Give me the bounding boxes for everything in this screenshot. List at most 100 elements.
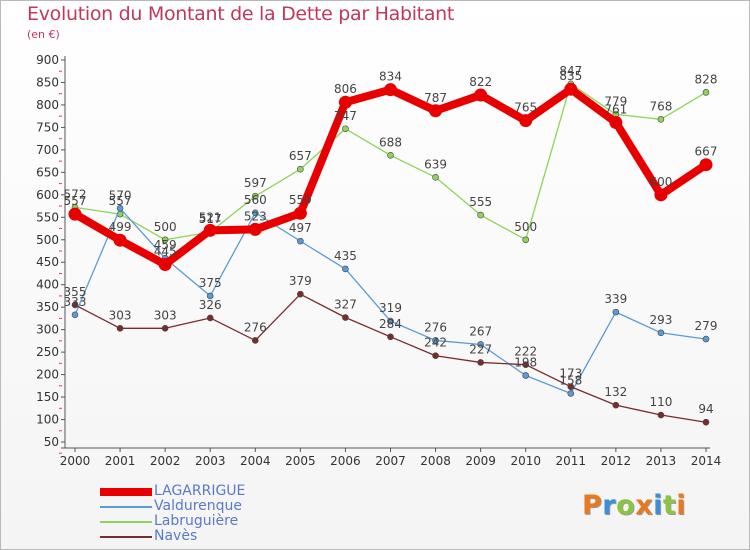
data-label: 303 bbox=[109, 308, 132, 322]
data-label: 459 bbox=[154, 238, 177, 252]
data-point bbox=[113, 233, 127, 247]
data-label: 765 bbox=[514, 101, 537, 115]
data-label: 806 bbox=[334, 82, 357, 96]
data-point bbox=[522, 361, 530, 369]
data-label: 521 bbox=[199, 210, 222, 224]
data-point bbox=[387, 317, 394, 325]
data-point bbox=[297, 237, 304, 245]
data-point bbox=[342, 265, 349, 273]
axes: 50 100 150 200 250 300 350 400 450 500 550 600 650 70… bbox=[36, 53, 721, 468]
data-label: 500 bbox=[514, 220, 537, 234]
logo-letter: r bbox=[602, 490, 617, 521]
data-point bbox=[567, 390, 575, 397]
data-point bbox=[71, 311, 79, 319]
data-point bbox=[522, 372, 530, 379]
data-point bbox=[251, 209, 259, 217]
data-point bbox=[519, 114, 533, 128]
y-tick-label: 900 bbox=[36, 53, 59, 67]
data-label: 835 bbox=[559, 69, 582, 83]
logo-letter: i bbox=[653, 490, 663, 521]
legend-swatch bbox=[100, 506, 152, 508]
y-tick-label: 250 bbox=[36, 345, 59, 359]
logo-letter: t bbox=[662, 490, 677, 521]
x-tick-label: 2008 bbox=[420, 454, 451, 468]
data-point bbox=[116, 324, 124, 332]
y-tick-label: 200 bbox=[36, 368, 59, 382]
x-tick-label: 2005 bbox=[285, 454, 316, 468]
data-label: 333 bbox=[64, 295, 87, 309]
legend-label: LAGARRIGUE bbox=[154, 483, 246, 499]
data-label: 94 bbox=[698, 402, 713, 416]
data-point bbox=[564, 82, 578, 96]
data-label: 355 bbox=[64, 285, 87, 299]
data-point bbox=[297, 290, 304, 298]
x-tick-label: 2006 bbox=[330, 454, 361, 468]
data-point bbox=[702, 89, 710, 96]
y-tick-label: 750 bbox=[36, 120, 59, 134]
data-label: 570 bbox=[109, 188, 132, 202]
data-point bbox=[203, 223, 217, 237]
data-label: 267 bbox=[469, 324, 492, 338]
x-tick-label: 2004 bbox=[240, 454, 271, 468]
x-tick-label: 2010 bbox=[510, 454, 541, 468]
data-point bbox=[338, 95, 352, 109]
data-label: 276 bbox=[244, 320, 267, 334]
data-label: 242 bbox=[424, 336, 447, 350]
chart-subtitle: (en €) bbox=[27, 28, 60, 41]
data-point bbox=[657, 116, 665, 123]
data-point bbox=[206, 314, 214, 322]
data-label: 828 bbox=[695, 72, 718, 86]
data-point bbox=[522, 236, 530, 244]
data-point bbox=[654, 188, 668, 202]
plot-area bbox=[68, 80, 713, 426]
data-label: 559 bbox=[289, 193, 312, 207]
data-point bbox=[161, 324, 169, 332]
data-label: 523 bbox=[244, 209, 267, 223]
y-tick-label: 600 bbox=[36, 188, 59, 202]
data-label: 500 bbox=[154, 220, 177, 234]
data-point bbox=[158, 257, 172, 271]
data-point bbox=[297, 165, 304, 173]
data-label: 747 bbox=[334, 109, 357, 123]
logo-letter: o bbox=[616, 490, 636, 521]
x-tick-label: 2000 bbox=[60, 454, 91, 468]
chart-title: Evolution du Montant de la Dette par Hab… bbox=[27, 3, 455, 25]
data-point bbox=[251, 192, 259, 200]
data-point bbox=[567, 383, 575, 391]
data-point bbox=[161, 236, 169, 244]
logo-letter: x bbox=[635, 490, 654, 521]
data-label: 597 bbox=[244, 176, 267, 190]
x-tick-label: 2012 bbox=[601, 454, 632, 468]
data-point bbox=[342, 314, 349, 321]
data-point bbox=[702, 418, 710, 426]
y-tick-label: 350 bbox=[36, 300, 59, 314]
data-point bbox=[432, 337, 439, 344]
data-label: 688 bbox=[379, 135, 402, 149]
data-point bbox=[71, 301, 79, 309]
data-point bbox=[477, 359, 484, 366]
x-tick-label: 2001 bbox=[105, 454, 136, 468]
y-tick-label: 100 bbox=[36, 413, 59, 427]
data-label: 222 bbox=[514, 345, 537, 359]
logo-letter: i bbox=[676, 490, 687, 521]
data-point bbox=[387, 333, 394, 341]
x-tick-label: 2014 bbox=[691, 454, 722, 468]
y-tick-label: 300 bbox=[36, 323, 59, 337]
data-label: 284 bbox=[379, 317, 402, 331]
data-point bbox=[612, 401, 620, 409]
x-tick-label: 2007 bbox=[375, 454, 406, 468]
y-tick-label: 800 bbox=[36, 98, 59, 112]
y-tick-label: 450 bbox=[36, 255, 59, 269]
data-point bbox=[432, 173, 439, 181]
logo-letter: P bbox=[582, 490, 603, 521]
data-label: 639 bbox=[424, 157, 447, 171]
x-tick-label: 2011 bbox=[556, 454, 587, 468]
data-point bbox=[116, 205, 124, 212]
x-tick-label: 2003 bbox=[195, 454, 226, 468]
y-tick-label: 150 bbox=[36, 390, 59, 404]
data-point bbox=[429, 104, 443, 118]
data-label: 339 bbox=[604, 292, 627, 306]
data-label: 560 bbox=[244, 193, 267, 207]
y-tick-label: 400 bbox=[36, 278, 59, 292]
x-tick-label: 2009 bbox=[465, 454, 496, 468]
